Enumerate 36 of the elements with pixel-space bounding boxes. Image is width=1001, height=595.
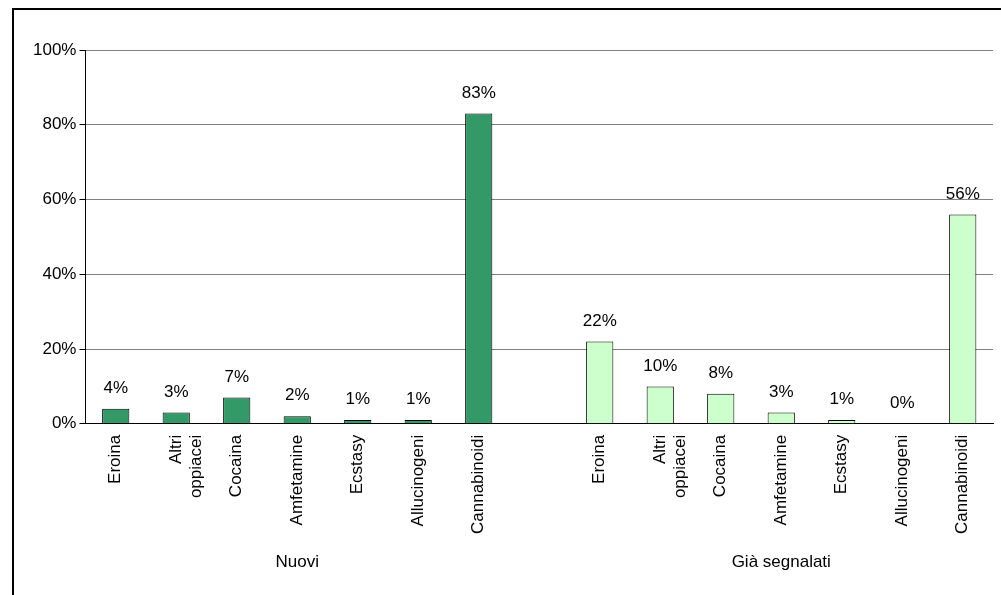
data-label: 3% — [768, 381, 794, 401]
data-label: 0% — [889, 392, 915, 412]
data-label: 1% — [405, 389, 431, 409]
text: Già segnalati — [731, 551, 831, 571]
x-tick-label: Cocaina — [226, 434, 246, 498]
data-label: 10% — [643, 355, 678, 375]
data-label: 1% — [345, 389, 371, 409]
data-label: 2% — [284, 385, 310, 405]
x-tick-label: Amfetamine — [770, 434, 790, 526]
data-label: 83% — [461, 82, 496, 102]
x-tick-label: Amfetamine — [286, 434, 306, 526]
x-tick-label: Ecstasy — [831, 434, 851, 495]
x-tick-label: Cannabinoidi — [952, 434, 972, 535]
x-tick-label: Altri oppiacei — [165, 434, 206, 499]
data-label: 7% — [224, 366, 250, 386]
y-tick-label: 80% — [42, 114, 77, 134]
x-tick-label: Allucinogeni — [891, 434, 911, 527]
x-tick-label: Eroina — [589, 434, 609, 484]
x-tick-label: Cannabinoidi — [468, 434, 488, 535]
data-label: 22% — [582, 310, 617, 330]
data-label: 4% — [103, 377, 129, 397]
x-tick-label: Ecstasy — [347, 434, 367, 495]
y-tick-label: 40% — [42, 263, 77, 283]
text: Nuovi — [275, 551, 319, 571]
x-tick-label: Cocaina — [710, 434, 730, 498]
y-tick-label: 0% — [51, 413, 77, 433]
x-tick-label: Eroina — [105, 434, 125, 484]
x-tick-label: Altri oppiacei — [649, 434, 690, 499]
x-tick-label: Allucinogeni — [407, 434, 427, 527]
data-label: 1% — [829, 389, 855, 409]
y-tick-label: 20% — [42, 338, 77, 358]
data-label: 56% — [945, 183, 980, 203]
y-tick-label: 100% — [33, 39, 77, 59]
y-tick-label: 60% — [42, 189, 77, 209]
data-label: 3% — [163, 381, 189, 401]
data-label: 8% — [708, 363, 734, 383]
